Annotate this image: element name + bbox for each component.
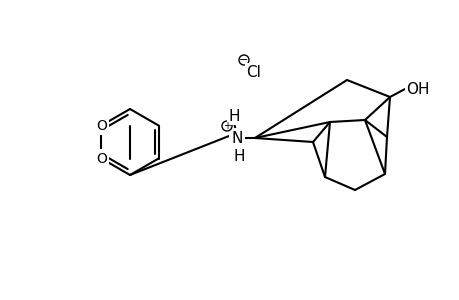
Text: O: O [96,118,106,133]
Text: +: + [223,121,230,131]
Text: H: H [233,148,244,164]
Text: Cl: Cl [246,64,261,80]
Text: −: − [239,55,248,65]
Text: H: H [228,109,239,124]
Text: O: O [96,152,106,166]
Text: N: N [231,130,242,146]
Text: OH: OH [405,82,429,97]
